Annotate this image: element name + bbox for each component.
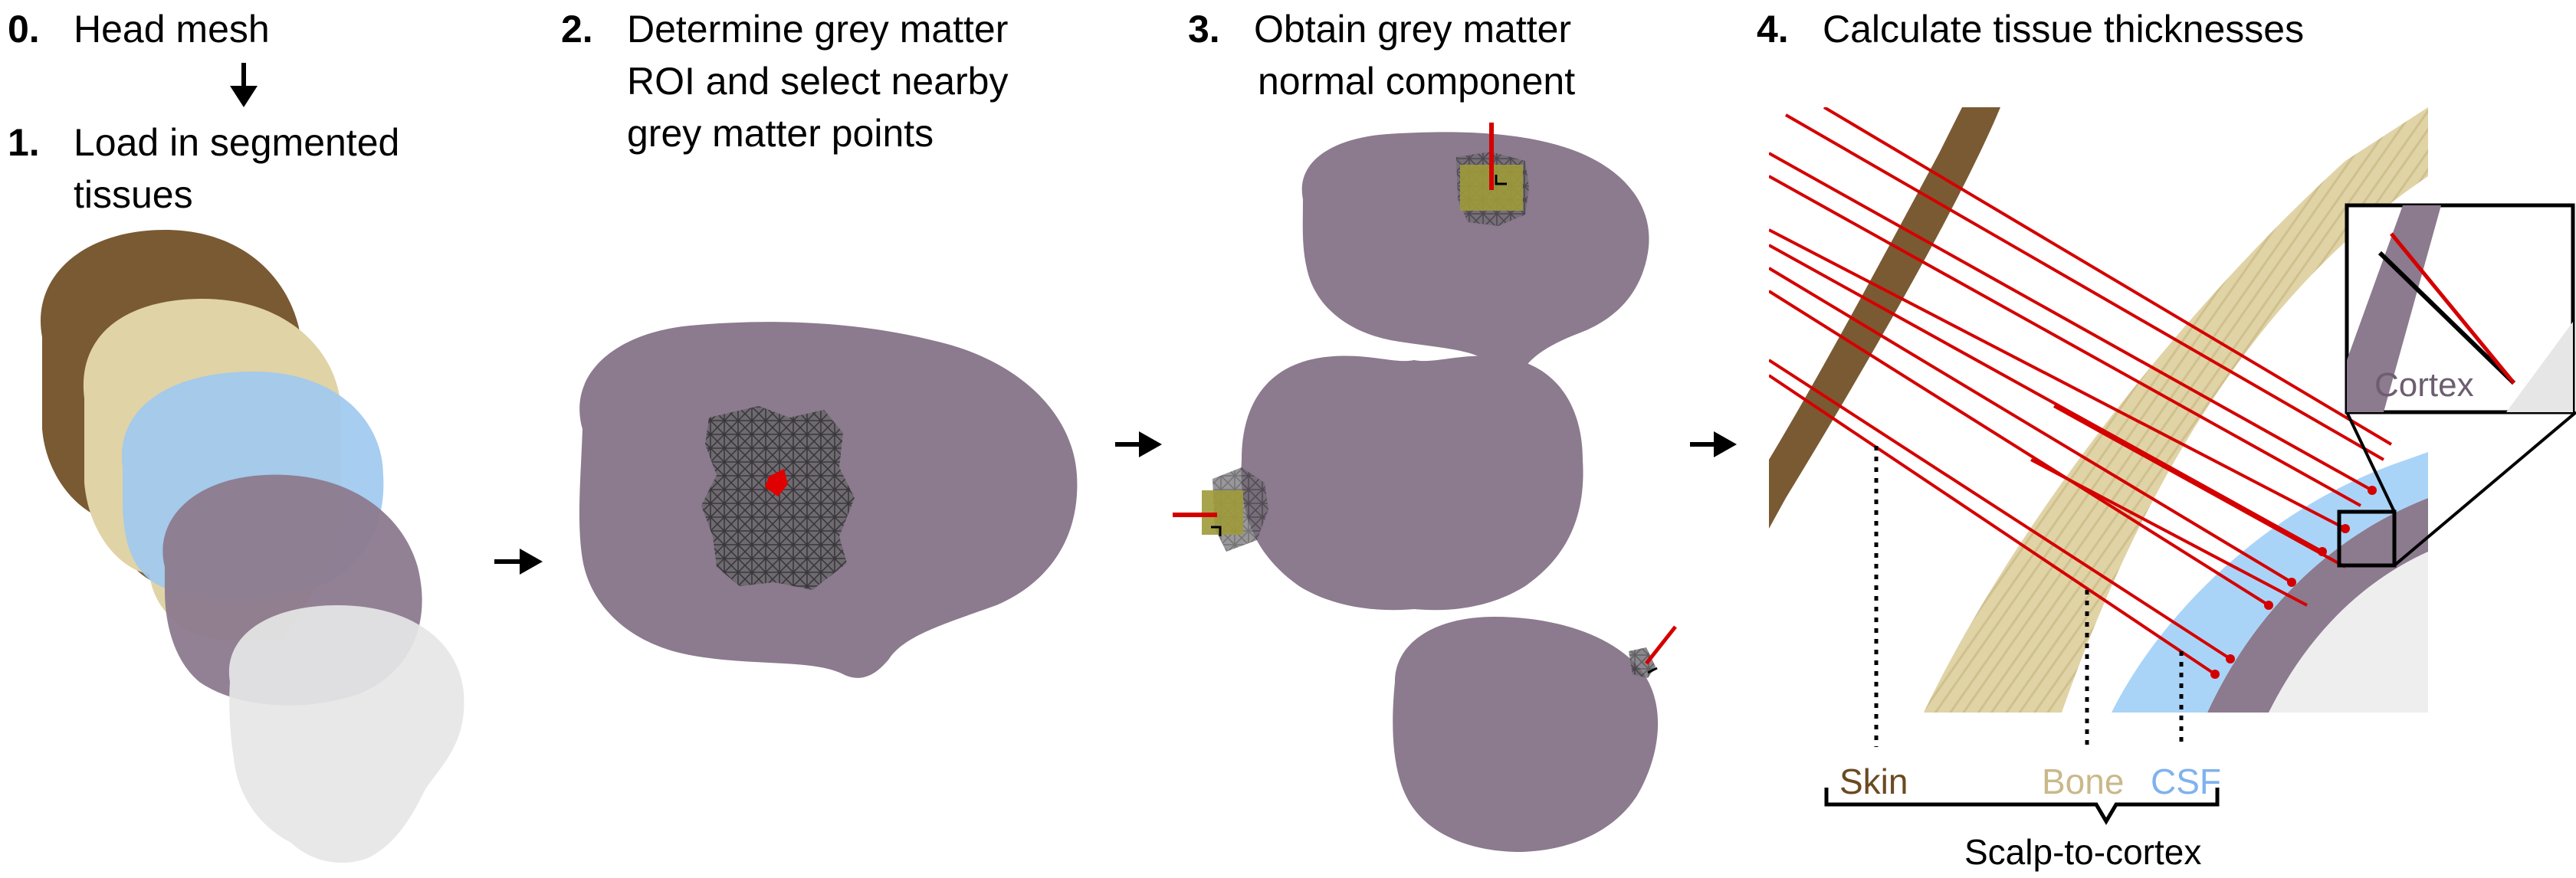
brain-lateral-small — [1301, 132, 1649, 382]
step-line: ROI and select nearby — [627, 60, 1009, 103]
bone-band — [1924, 107, 2428, 713]
right-arrow-icon — [1690, 431, 1737, 457]
step-number: 1. — [8, 121, 40, 164]
white-matter-layer — [228, 605, 464, 863]
bone-label: Bone — [2042, 762, 2125, 801]
white-matter-region — [2269, 552, 2428, 713]
step-line: Head mesh — [74, 8, 270, 51]
grey-matter-roi — [1629, 647, 1656, 678]
segmented-tissues-stack — [40, 230, 464, 863]
zoom-locator-box — [2337, 509, 2397, 568]
thickness-lines — [1769, 107, 2393, 676]
step-number: 2. — [561, 8, 593, 51]
cortex-label: Cortex — [2374, 366, 2474, 404]
csf-label: CSF — [2151, 762, 2221, 801]
step-number: 4. — [1757, 8, 1789, 51]
tissue-thickness-zoom — [1769, 107, 2428, 713]
step-number: 0. — [8, 8, 40, 51]
scalp-to-cortex-brace — [1824, 788, 2220, 825]
thickness-endpoints — [2210, 486, 2377, 679]
step-line: Calculate tissue thicknesses — [1823, 8, 2305, 51]
right-angle-marker — [1211, 526, 1222, 536]
skin-band — [1769, 107, 2000, 529]
dotted-guides — [1874, 446, 2184, 747]
grey-matter-roi — [701, 406, 855, 590]
step-line: grey matter points — [627, 112, 934, 155]
cortex-band — [2207, 498, 2428, 713]
normal-vector — [1645, 625, 1677, 665]
csf-band — [2112, 452, 2428, 713]
step-line: Load in segmented — [74, 121, 400, 164]
brain-front — [1241, 355, 1583, 611]
step-line: Obtain grey matter — [1254, 8, 1572, 51]
step-line: tissues — [74, 173, 193, 216]
right-angle-marker — [1647, 667, 1658, 674]
right-angle-marker — [1495, 175, 1507, 185]
down-arrow-icon — [230, 63, 258, 107]
step-number: 3. — [1188, 8, 1220, 51]
brain-roi-view — [579, 322, 1078, 678]
cortex-inset — [2345, 203, 2575, 414]
skin-label: Skin — [1839, 762, 1908, 801]
brain-rear — [1393, 617, 1659, 852]
right-arrow-icon — [1115, 431, 1162, 457]
normal-component-views — [1173, 123, 1677, 852]
selected-point — [765, 469, 788, 496]
right-arrow-icon — [494, 549, 543, 575]
scalp-to-cortex-label: Scalp-to-cortex — [1964, 832, 2202, 872]
step-line: normal component — [1258, 60, 1576, 103]
step-line: Determine grey matter — [627, 8, 1009, 51]
